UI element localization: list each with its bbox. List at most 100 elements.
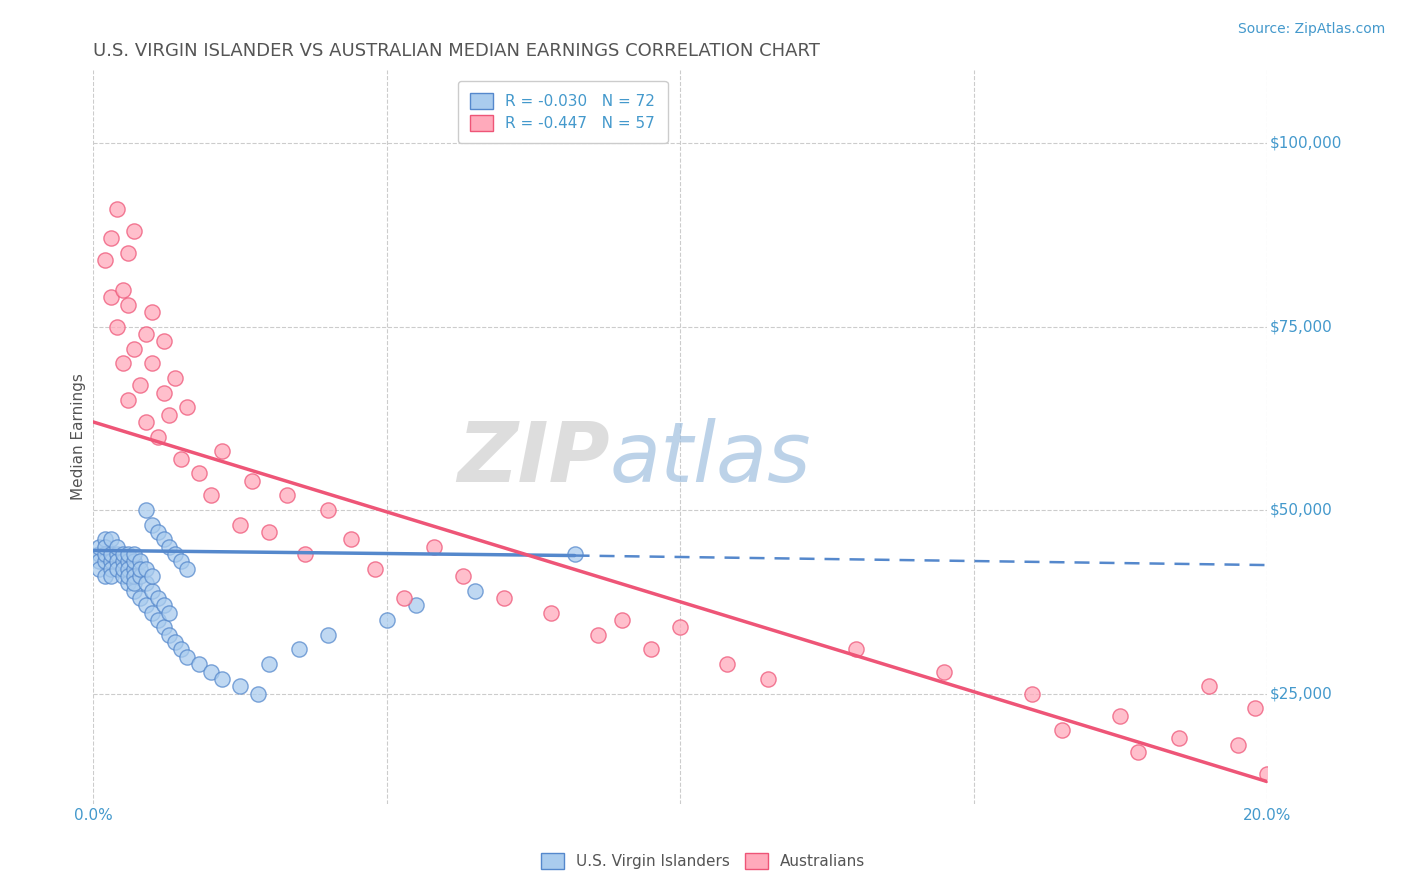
Point [124,562,146,576]
Point [259,524,281,539]
Point [669,620,692,634]
Point [129,591,152,606]
Point [1168,731,1191,745]
Point [756,672,779,686]
Point [117,547,139,561]
Y-axis label: Median Earnings: Median Earnings [72,373,86,500]
Point [117,562,139,576]
Point [146,524,169,539]
Point [170,642,193,657]
Point [105,540,128,554]
Point [152,385,174,400]
Point [117,576,139,591]
Point [1244,701,1267,715]
Point [105,562,128,576]
Point [159,628,181,642]
Point [176,649,198,664]
Text: ZIP: ZIP [457,418,610,500]
Point [87,554,110,568]
Point [610,613,633,627]
Point [129,554,152,568]
Point [316,628,339,642]
Point [1256,767,1278,781]
Point [375,613,398,627]
Point [124,554,146,568]
Point [170,451,193,466]
Point [200,488,222,502]
Point [152,334,174,349]
Text: $75,000: $75,000 [1270,319,1333,334]
Point [405,599,427,613]
Point [111,283,134,297]
Point [1050,723,1073,738]
Point [117,392,139,407]
Point [187,467,209,481]
Point [111,569,134,583]
Point [124,576,146,591]
Point [152,599,174,613]
Point [586,628,609,642]
Point [105,202,128,216]
Point [165,371,187,385]
Point [87,547,110,561]
Point [165,547,187,561]
Point [276,488,298,502]
Point [94,554,117,568]
Text: $50,000: $50,000 [1270,502,1333,517]
Point [170,554,193,568]
Point [87,540,110,554]
Point [294,547,316,561]
Point [640,642,662,657]
Point [105,554,128,568]
Text: $25,000: $25,000 [1270,686,1333,701]
Point [117,569,139,583]
Point [135,415,157,429]
Point [135,599,157,613]
Point [94,569,117,583]
Point [176,401,198,415]
Point [200,665,222,679]
Text: U.S. VIRGIN ISLANDER VS AUSTRALIAN MEDIAN EARNINGS CORRELATION CHART: U.S. VIRGIN ISLANDER VS AUSTRALIAN MEDIA… [93,42,820,60]
Point [1226,738,1249,752]
Point [141,569,163,583]
Point [100,562,122,576]
Point [135,562,157,576]
Point [100,554,122,568]
Point [845,642,868,657]
Point [111,554,134,568]
Point [187,657,209,672]
Point [135,326,157,341]
Point [159,606,181,620]
Point [124,224,146,238]
Point [100,547,122,561]
Point [240,474,263,488]
Point [159,408,181,422]
Point [111,547,134,561]
Point [1109,708,1132,723]
Point [1021,686,1043,700]
Point [394,591,416,606]
Point [129,569,152,583]
Point [146,591,169,606]
Point [100,569,122,583]
Point [159,540,181,554]
Point [229,679,252,693]
Point [287,642,309,657]
Point [105,547,128,561]
Point [117,554,139,568]
Point [934,665,956,679]
Point [211,444,233,458]
Point [124,342,146,356]
Point [105,319,128,334]
Point [141,356,163,370]
Legend: U.S. Virgin Islanders, Australians: U.S. Virgin Islanders, Australians [534,847,872,875]
Point [87,562,110,576]
Point [141,305,163,319]
Point [141,606,163,620]
Point [111,562,134,576]
Point [451,569,474,583]
Point [564,547,586,561]
Point [94,253,117,268]
Point [100,231,122,245]
Point [100,290,122,304]
